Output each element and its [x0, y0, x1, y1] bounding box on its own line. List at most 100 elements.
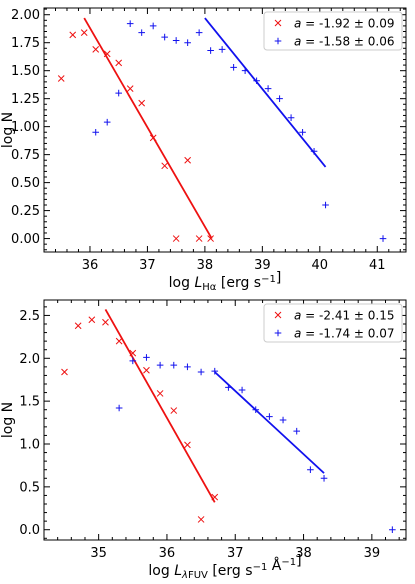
data-point-x-marker: [115, 59, 123, 67]
data-point-plus-marker: [197, 368, 205, 376]
data-point-x-marker: [129, 349, 137, 357]
data-point-x-marker: [195, 235, 203, 242]
data-point-x-marker: [149, 134, 157, 142]
x-tick-label: 38: [197, 258, 214, 273]
data-point-plus-marker: [310, 147, 318, 155]
y-tick-label: 1.50: [11, 64, 40, 79]
data-layer: [61, 308, 396, 534]
data-point-plus-marker: [207, 47, 214, 54]
legend-entry-1: a = -2.41 ± 0.15: [294, 309, 395, 323]
data-point-x-marker: [138, 99, 146, 107]
data-point-x-marker: [161, 162, 169, 170]
data-point-x-marker: [211, 493, 219, 501]
data-point-plus-marker: [184, 39, 191, 46]
x-tick-label: 35: [90, 546, 107, 561]
y-tick-label: 1.75: [11, 36, 40, 51]
data-point-x-marker: [172, 235, 180, 242]
data-point-plus-marker: [253, 77, 260, 85]
legend-entry-2: a = -1.58 ± 0.06: [294, 35, 395, 49]
legend: a = -2.41 ± 0.15 a = -1.74 ± 0.07: [263, 303, 403, 343]
x-tick-label: 39: [364, 546, 381, 561]
y-tick-label: 1.00: [11, 120, 40, 135]
legend-plus-marker: [274, 329, 282, 337]
y-tick-label: 0.25: [11, 204, 40, 219]
data-layer: [57, 17, 387, 242]
data-point-plus-marker: [103, 118, 111, 126]
fit-line-series-1: [83, 17, 213, 240]
data-point-plus-marker: [379, 235, 387, 242]
y-tick-label: 2.5: [19, 309, 40, 324]
data-point-x-marker: [102, 318, 109, 326]
data-point-plus-marker: [238, 386, 246, 394]
y-axis-label: log N: [0, 402, 16, 438]
data-point-plus-marker: [172, 37, 180, 44]
data-point-x-marker: [61, 368, 68, 376]
data-point-x-marker: [92, 46, 100, 53]
data-point-plus-marker: [126, 20, 134, 27]
data-point-x-marker: [126, 85, 134, 92]
data-point-plus-marker: [307, 466, 314, 474]
y-tick-label: 1.25: [11, 92, 40, 107]
y-axis-label: log N: [0, 112, 16, 148]
y-tick-label: 0.5: [19, 480, 40, 495]
data-point-plus-marker: [161, 33, 168, 41]
x-tick-label: 40: [312, 258, 329, 273]
legend-entry-1: a = -1.92 ± 0.09: [294, 17, 395, 31]
data-point-x-marker: [143, 366, 150, 374]
data-point-plus-marker: [143, 354, 150, 361]
legend-x-marker: [274, 19, 282, 27]
legend-entry-2: a = -1.74 ± 0.07: [294, 327, 395, 341]
data-point-plus-marker: [320, 474, 328, 482]
data-point-plus-marker: [129, 357, 137, 365]
chart-panel-1: 36 37 38 39 40 41 0.00 0.25 0.50 0.75 1.00 1.25 1.50…: [0, 7, 407, 293]
y-tick-label: 2.0: [19, 352, 40, 367]
x-tick-label: 37: [227, 546, 244, 561]
data-point-x-marker: [170, 407, 178, 414]
legend-box: [263, 11, 403, 51]
data-point-plus-marker: [184, 363, 191, 371]
data-point-plus-marker: [211, 367, 219, 375]
data-point-plus-marker: [299, 128, 306, 136]
data-point-x-marker: [184, 156, 192, 164]
y-tick-label: 1.5: [19, 395, 40, 410]
data-point-plus-marker: [230, 64, 237, 71]
y-tick-label: 1.0: [19, 438, 40, 453]
plot-frame: [43, 299, 407, 541]
y-tick-label: 0.50: [11, 176, 40, 191]
y-tick-label: 0.75: [11, 148, 40, 163]
data-point-plus-marker: [218, 46, 226, 53]
data-point-plus-marker: [264, 85, 272, 92]
data-point-x-marker: [197, 516, 205, 523]
data-point-x-marker: [115, 337, 123, 345]
data-point-x-marker: [156, 390, 164, 397]
x-tick-label: 36: [159, 546, 176, 561]
data-point-plus-marker: [241, 67, 249, 74]
fit-line-series-1: [104, 308, 216, 503]
y-tick-label: 0.00: [11, 232, 40, 247]
data-point-x-marker: [184, 441, 191, 449]
data-point-plus-marker: [322, 201, 329, 209]
data-point-x-marker: [80, 29, 88, 36]
data-point-plus-marker: [115, 404, 123, 412]
data-point-plus-marker: [225, 384, 232, 391]
data-point-plus-marker: [138, 29, 145, 36]
data-point-x-marker: [207, 235, 214, 242]
fit-line-series-2: [204, 17, 327, 168]
x-tick-label: 41: [369, 258, 386, 273]
data-point-plus-marker: [252, 406, 260, 414]
data-point-x-marker: [103, 50, 111, 58]
data-point-plus-marker: [287, 114, 295, 121]
data-point-plus-marker: [279, 416, 287, 424]
data-point-plus-marker: [92, 128, 100, 136]
data-point-x-marker: [88, 316, 96, 324]
x-axis-label: log LλFUV [erg s−1 Å−1]: [148, 553, 301, 581]
legend: a = -1.92 ± 0.09 a = -1.58 ± 0.06: [263, 11, 403, 51]
legend-x-marker: [274, 311, 282, 319]
data-point-plus-marker: [389, 526, 396, 534]
data-point-plus-marker: [170, 361, 178, 369]
data-point-plus-marker: [156, 361, 164, 369]
data-point-plus-marker: [149, 22, 157, 30]
legend-box: [263, 303, 403, 343]
data-point-plus-marker: [276, 95, 283, 102]
